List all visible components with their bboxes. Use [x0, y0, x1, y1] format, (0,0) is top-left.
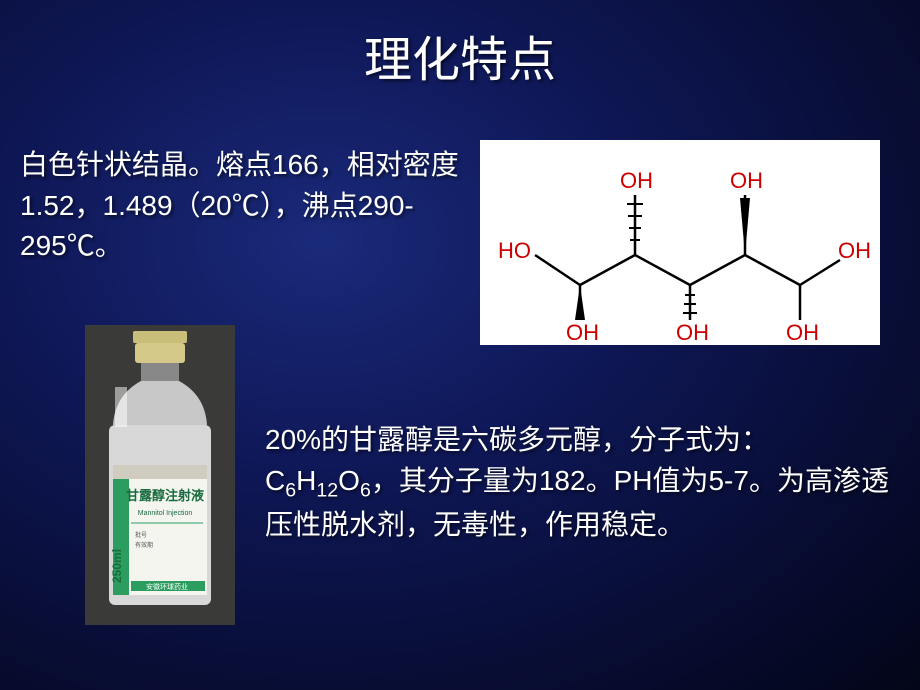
paragraph-2: 20%的甘露醇是六碳多元醇，分子式为：C6H12O6，其分子量为182。PH值为… [265, 420, 890, 545]
formula-6b: 6 [360, 479, 371, 501]
molecular-structure-diagram: HO OH OH OH OH OH OH [480, 140, 880, 345]
svg-text:Mannitol Injection: Mannitol Injection [138, 510, 193, 517]
oh-label-top2: OH [730, 168, 763, 193]
svg-text:甘露醇注射液: 甘露醇注射液 [126, 488, 204, 503]
slide-title: 理化特点 [0, 0, 920, 115]
oh-label-bot2: OH [676, 320, 709, 345]
bottle-photo: 甘露醇注射液 Mannitol Injection 批号 有效期 250ml 安… [85, 325, 235, 625]
formula-c: C [265, 465, 285, 496]
p1-text-1: 白色针状结晶。熔点 [20, 149, 272, 180]
oh-label-bot1: OH [566, 320, 599, 345]
oh-label-bot3: OH [786, 320, 819, 345]
formula-h: H [296, 465, 316, 496]
svg-text:有效期: 有效期 [135, 541, 153, 549]
formula-12: 12 [316, 479, 338, 501]
p2-text-1: 20%的甘露醇是六碳多元醇，分子式为： [265, 424, 769, 455]
svg-text:安徽环球药业: 安徽环球药业 [146, 582, 188, 591]
oh-label-left: HO [498, 238, 531, 263]
oh-label-right: OH [838, 238, 871, 263]
formula-6: 6 [285, 479, 296, 501]
paragraph-1: 白色针状结晶。熔点166，相对密度1.52，1.489（20℃），沸点290-2… [20, 145, 465, 267]
svg-text:批号: 批号 [135, 531, 147, 539]
oh-label-top1: OH [620, 168, 653, 193]
formula-o: O [338, 465, 360, 496]
p1-text-3: ℃。 [67, 230, 123, 261]
svg-text:250ml: 250ml [110, 549, 124, 583]
